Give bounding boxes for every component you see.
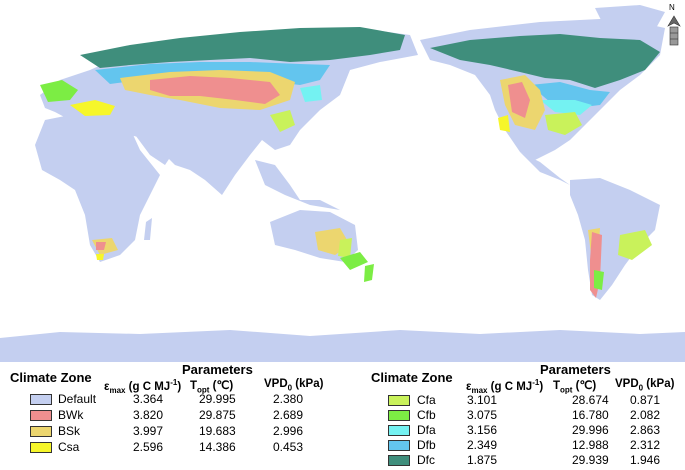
zone-name: BSk bbox=[58, 424, 81, 438]
cfa-zone bbox=[270, 110, 652, 260]
legend-row-cfa: Cfa 3.101 28.674 0.871 bbox=[345, 393, 685, 408]
eps-value: 3.156 bbox=[467, 423, 498, 437]
vpd-value: 2.082 bbox=[630, 408, 661, 422]
topt-value: 29.996 bbox=[572, 423, 609, 437]
eps-value: 3.364 bbox=[133, 392, 164, 406]
csa-zone bbox=[70, 100, 510, 260]
world-climate-map: N bbox=[0, 3, 685, 362]
eps-value: 1.875 bbox=[467, 453, 498, 467]
vpd-value: 2.380 bbox=[273, 392, 304, 406]
legend-row-csa: Csa 2.596 14.386 0.453 bbox=[0, 440, 340, 455]
col-eps-header-right: εmax (g C MJ-1) bbox=[466, 378, 544, 396]
swatch-default bbox=[30, 394, 52, 405]
legend-row-dfb: Dfb 2.349 12.988 2.312 bbox=[345, 438, 685, 453]
climate-zone-header-right: Climate Zone bbox=[371, 370, 453, 385]
topt-value: 29.939 bbox=[572, 453, 609, 467]
vpd-value: 2.996 bbox=[273, 424, 304, 438]
zone-name: BWk bbox=[58, 408, 84, 422]
legend-row-dfa: Dfa 3.156 29.996 2.863 bbox=[345, 423, 685, 438]
north-label: N bbox=[669, 3, 675, 12]
swatch-dfa bbox=[388, 425, 410, 436]
swatch-csa bbox=[30, 442, 52, 453]
legend-left-table: Climate Zone Parameters εmax (g C MJ-1) … bbox=[0, 362, 340, 470]
swatch-bwk bbox=[30, 410, 52, 421]
dfa-zone bbox=[300, 85, 592, 115]
swatch-dfb bbox=[388, 440, 410, 451]
legend-row-default: Default 3.364 29.995 2.380 bbox=[0, 392, 340, 407]
swatch-cfa bbox=[388, 395, 410, 406]
north-arrow-icon bbox=[667, 15, 681, 46]
swatch-dfc bbox=[388, 455, 410, 466]
swatch-bsk bbox=[30, 426, 52, 437]
zone-name: Default bbox=[58, 392, 97, 406]
vpd-value: 2.312 bbox=[630, 438, 661, 452]
vpd-value: 2.689 bbox=[273, 408, 304, 422]
vpd-value: 2.863 bbox=[630, 423, 661, 437]
eps-value: 3.997 bbox=[133, 424, 164, 438]
dfc-zone bbox=[80, 27, 660, 88]
legend-row-dfc: Dfc 1.875 29.939 1.946 bbox=[345, 453, 685, 468]
eps-value: 3.101 bbox=[467, 393, 498, 407]
topt-value: 28.674 bbox=[572, 393, 609, 407]
eps-value: 3.820 bbox=[133, 408, 164, 422]
zone-name: Dfa bbox=[417, 423, 436, 437]
topt-value: 12.988 bbox=[572, 438, 609, 452]
parameters-header-right: Parameters bbox=[540, 362, 611, 377]
col-topt-header-left: Topt (℃) bbox=[190, 380, 234, 395]
vpd-value: 0.871 bbox=[630, 393, 661, 407]
zone-name: Dfc bbox=[417, 453, 435, 467]
zone-name: Csa bbox=[58, 440, 80, 454]
legend-row-bwk: BWk 3.820 29.875 2.689 bbox=[0, 408, 340, 423]
col-vpd-header-right: VPD0 (kPa) bbox=[615, 378, 675, 393]
legend-row-cfb: Cfb 3.075 16.780 2.082 bbox=[345, 408, 685, 423]
topt-value: 29.875 bbox=[199, 408, 236, 422]
zone-name: Dfb bbox=[417, 438, 436, 452]
col-eps-header-left: εmax (g C MJ-1) bbox=[104, 378, 182, 396]
vpd-value: 1.946 bbox=[630, 453, 661, 467]
legend-row-bsk: BSk 3.997 19.683 2.996 bbox=[0, 424, 340, 439]
col-topt-header-right: Topt (℃) bbox=[553, 380, 597, 395]
topt-value: 19.683 bbox=[199, 424, 236, 438]
swatch-cfb bbox=[388, 410, 410, 421]
parameters-header-left: Parameters bbox=[182, 362, 253, 377]
eps-value: 2.596 bbox=[133, 440, 164, 454]
climate-zone-header-left: Climate Zone bbox=[10, 370, 92, 385]
eps-value: 2.349 bbox=[467, 438, 498, 452]
col-vpd-header-left: VPD0 (kPa) bbox=[264, 378, 324, 393]
topt-value: 16.780 bbox=[572, 408, 609, 422]
zone-name: Cfb bbox=[417, 408, 436, 422]
topt-value: 14.386 bbox=[199, 440, 236, 454]
legend-right-table: Climate Zone Parameters εmax (g C MJ-1) … bbox=[345, 362, 685, 470]
cfb-zone bbox=[40, 80, 604, 290]
vpd-value: 0.453 bbox=[273, 440, 304, 454]
eps-value: 3.075 bbox=[467, 408, 498, 422]
zone-name: Cfa bbox=[417, 393, 436, 407]
topt-value: 29.995 bbox=[199, 392, 236, 406]
